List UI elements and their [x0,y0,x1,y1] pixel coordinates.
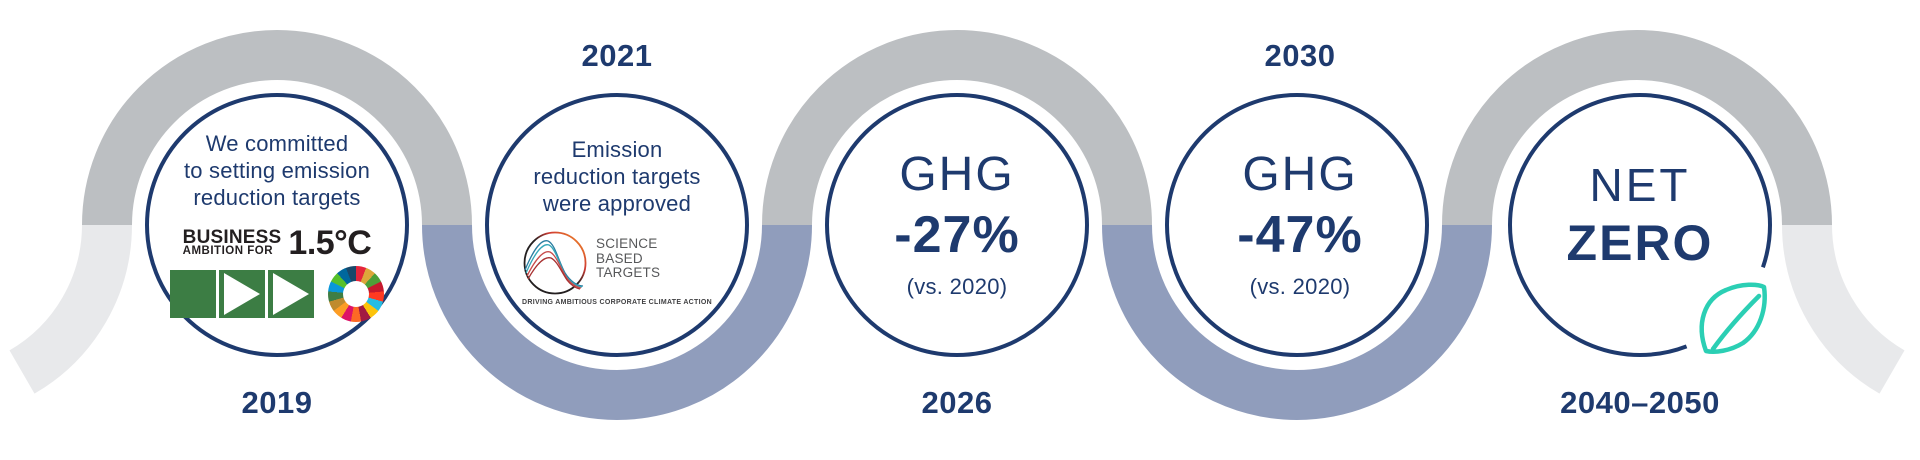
zero-label: ZERO [1566,215,1714,271]
chevron-blocks [170,266,384,322]
text-line: We committed [205,131,349,156]
sbt-tagline: DRIVING AMBITIOUS CORPORATE CLIMATE ACTI… [522,299,712,306]
white-triangle [273,273,309,315]
green-square-icon [170,270,216,318]
text-line: reduction targets [193,185,361,210]
ribbon-arc-under-2030 [1102,224,1492,420]
sbt-name-line: TARGETS [596,265,661,280]
arrow-right-icon [268,270,314,318]
net-label: NET [1589,159,1691,211]
milestone-2030-content: GHG -47% (vs. 2020) [1237,148,1363,300]
sbt-name-line: BASED [596,250,643,266]
milestone-circle-netzero [1508,93,1772,357]
year-label-2019: 2019 [241,385,313,420]
ribbon-arc-under-2021 [422,224,812,420]
year-label-netzero: 2040–2050 [1560,385,1720,420]
milestone-circle-2030 [1165,93,1429,357]
sbt-name: SCIENCE BASED TARGETS [596,236,661,281]
ghg-reduction-value: -27% [894,206,1020,265]
ribbon-tail-right [1782,224,1906,394]
ribbon-arc-over-netzero [1442,30,1832,226]
science-based-targets-logo: SCIENCE BASED TARGETS DRIVING AMBITIOUS … [522,217,712,306]
text-line: to setting emission [184,158,370,183]
sbt-logo-row: SCIENCE BASED TARGETS [522,230,712,296]
milestone-2019-content: We committed to setting emission reducti… [170,130,384,322]
text-line: reduction targets [533,164,701,189]
sdg-wheel-icon [328,266,384,322]
ribbon-tail-left [8,224,132,394]
white-triangle [224,273,260,315]
year-label-2030: 2030 [1264,38,1336,73]
ghg-headline: GHG [1242,148,1358,201]
text-line: Emission [571,137,663,162]
sbt-curve-icon [523,231,587,295]
leaf-icon [1699,282,1767,354]
year-label-2026: 2026 [921,385,993,420]
ribbon-arc-over-2019 [82,30,472,226]
baseline-note: (vs. 2020) [1249,274,1351,300]
business-ambition-title: BUSINESS AMBITION FOR 1.5°C [182,224,372,262]
milestone-2026-content: GHG -27% (vs. 2020) [894,148,1020,300]
ghg-headline: GHG [899,148,1015,201]
sbt-name-line: SCIENCE [596,236,658,251]
year-label-2021: 2021 [581,38,653,73]
baseline-note: (vs. 2020) [906,274,1008,300]
milestone-netzero-content: NET ZERO [1567,162,1714,268]
milestone-circle-2026 [825,93,1089,357]
business-ambition-logo: BUSINESS AMBITION FOR 1.5°C [170,224,384,322]
text-line: were approved [542,191,692,216]
milestone-2021-text: Emission reduction targets were approved [533,136,700,217]
business-ambition-words: BUSINESS AMBITION FOR [182,226,282,257]
ribbon-arc-over-2026 [762,30,1152,226]
business-ambition-line1: BUSINESS [182,226,282,248]
milestone-2021-content: Emission reduction targets were approved… [522,136,712,306]
milestone-2019-text: We committed to setting emission reducti… [184,130,370,211]
temperature-value: 1.5°C [288,224,372,262]
milestone-circle-2021 [485,93,749,357]
ghg-reduction-value: -47% [1237,206,1363,265]
business-ambition-line2: AMBITION FOR [182,244,273,257]
arrow-right-icon [219,270,265,318]
